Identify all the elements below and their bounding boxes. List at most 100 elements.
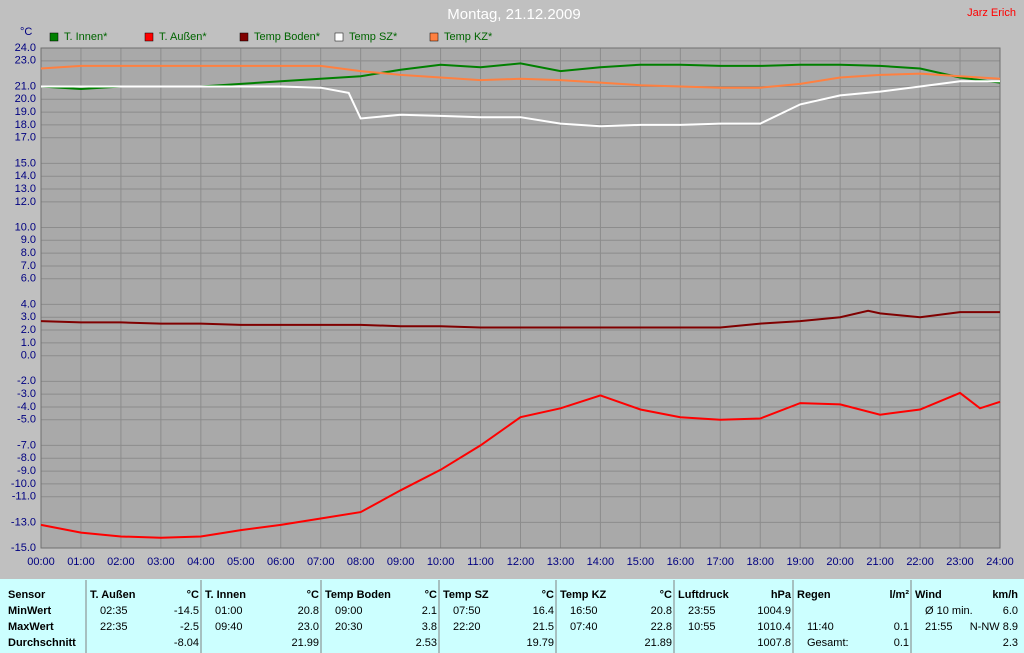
x-tick-label: 18:00 <box>746 556 774 568</box>
table-cell: 20:30 <box>335 621 363 633</box>
y-tick-label: 17.0 <box>15 132 36 144</box>
y-tick-label: 2.0 <box>21 324 36 336</box>
y-tick-label: 3.0 <box>21 311 36 323</box>
row-label: MinWert <box>8 605 52 617</box>
table-cell: 6.0 <box>1003 605 1018 617</box>
x-tick-label: 05:00 <box>227 556 255 568</box>
table-cell: 09:40 <box>215 621 243 633</box>
table-cell: 2.53 <box>416 637 437 649</box>
x-tick-label: 00:00 <box>27 556 55 568</box>
x-tick-label: 01:00 <box>67 556 95 568</box>
y-tick-label: 24.0 <box>15 42 36 54</box>
table-cell: 1010.4 <box>757 621 791 633</box>
table-cell: 1004.9 <box>757 605 791 617</box>
legend-label: T. Innen* <box>64 31 108 43</box>
x-tick-label: 09:00 <box>387 556 415 568</box>
table-cell: 2.3 <box>1003 637 1018 649</box>
table-cell: 21.89 <box>644 637 672 649</box>
x-tick-label: 08:00 <box>347 556 375 568</box>
legend-label: Temp Boden* <box>254 31 321 43</box>
table-cell: 16:50 <box>570 605 598 617</box>
series-line <box>40 64 1001 89</box>
legend-label: T. Außen* <box>159 31 207 43</box>
group-name: Temp Boden <box>325 589 391 601</box>
legend-swatch <box>49 32 59 42</box>
y-tick-label: -15.0 <box>11 542 36 554</box>
plot-border <box>40 47 1001 549</box>
x-tick-label: 20:00 <box>826 556 854 568</box>
table-cell: 07:40 <box>570 621 598 633</box>
y-axis-label: °C <box>20 26 32 38</box>
table-cell: 21:55 <box>925 621 953 633</box>
group-unit: °C <box>542 589 554 601</box>
table-cell: 21.99 <box>291 637 319 649</box>
y-tick-label: 4.0 <box>21 298 36 310</box>
table-cell: 09:00 <box>335 605 363 617</box>
table-cell: -8.04 <box>174 637 199 649</box>
y-tick-label: 23.0 <box>15 55 36 67</box>
row-label: MaxWert <box>8 621 54 633</box>
y-tick-label: 8.0 <box>21 247 36 259</box>
y-tick-label: -2.0 <box>17 375 36 387</box>
table-cell: 22.8 <box>651 621 672 633</box>
table-cell: 22:20 <box>453 621 481 633</box>
series-line <box>41 80 1000 128</box>
x-tick-label: 02:00 <box>107 556 135 568</box>
y-tick-label: 6.0 <box>21 273 36 285</box>
series-line <box>40 391 1001 539</box>
table-cell: -14.5 <box>174 605 199 617</box>
y-tick-label: 12.0 <box>15 196 36 208</box>
x-tick-label: 13:00 <box>547 556 575 568</box>
y-tick-label: -11.0 <box>12 491 36 503</box>
legend-swatch <box>144 32 154 42</box>
group-name: Temp SZ <box>443 589 489 601</box>
x-tick-label: 04:00 <box>187 556 215 568</box>
table-bg <box>0 579 1024 653</box>
y-tick-label: 9.0 <box>21 234 36 246</box>
table-cell: 20.8 <box>651 605 672 617</box>
x-tick-label: 21:00 <box>866 556 894 568</box>
y-tick-label: 18.0 <box>15 119 36 131</box>
table-cell: 07:50 <box>453 605 481 617</box>
table-cell: Ø 10 min. <box>925 605 973 617</box>
x-tick-label: 11:00 <box>467 556 494 568</box>
table-cell: 21.5 <box>533 621 554 633</box>
table-cell: 0.1 <box>894 621 909 633</box>
table-cell: Gesamt: <box>807 637 849 649</box>
x-tick-label: 16:00 <box>667 556 695 568</box>
y-tick-label: 15.0 <box>15 157 36 169</box>
x-tick-label: 06:00 <box>267 556 295 568</box>
y-tick-label: 19.0 <box>15 106 36 118</box>
row-label: Durchschnitt <box>8 637 76 649</box>
table-cell: -2.5 <box>180 621 199 633</box>
group-unit: hPa <box>771 589 792 601</box>
x-tick-label: 17:00 <box>707 556 735 568</box>
group-unit: °C <box>187 589 199 601</box>
table-cell: 1007.8 <box>757 637 791 649</box>
x-tick-label: 19:00 <box>786 556 814 568</box>
legend-label: Temp SZ* <box>349 31 398 43</box>
table-cell: 16.4 <box>533 605 554 617</box>
y-tick-label: 0.0 <box>21 350 36 362</box>
table-cell: 3.8 <box>422 621 437 633</box>
table-cell: 19.79 <box>526 637 554 649</box>
y-tick-label: -8.0 <box>17 452 36 464</box>
y-tick-label: -4.0 <box>17 401 36 413</box>
x-tick-label: 07:00 <box>307 556 335 568</box>
group-unit: l/m² <box>889 589 909 601</box>
x-tick-label: 10:00 <box>427 556 455 568</box>
group-unit: °C <box>660 589 672 601</box>
legend-swatch <box>334 32 344 42</box>
table-cell: 0.1 <box>894 637 909 649</box>
table-cell: N-NW 8.9 <box>970 621 1018 633</box>
x-tick-label: 22:00 <box>906 556 934 568</box>
table-cell: 2.1 <box>422 605 437 617</box>
group-unit: km/h <box>992 589 1018 601</box>
y-tick-label: -3.0 <box>17 388 36 400</box>
y-tick-label: -10.0 <box>11 478 36 490</box>
x-tick-label: 23:00 <box>946 556 974 568</box>
table-cell: 20.8 <box>298 605 319 617</box>
legend-swatch <box>429 32 439 42</box>
table-cell: 23:55 <box>688 605 716 617</box>
